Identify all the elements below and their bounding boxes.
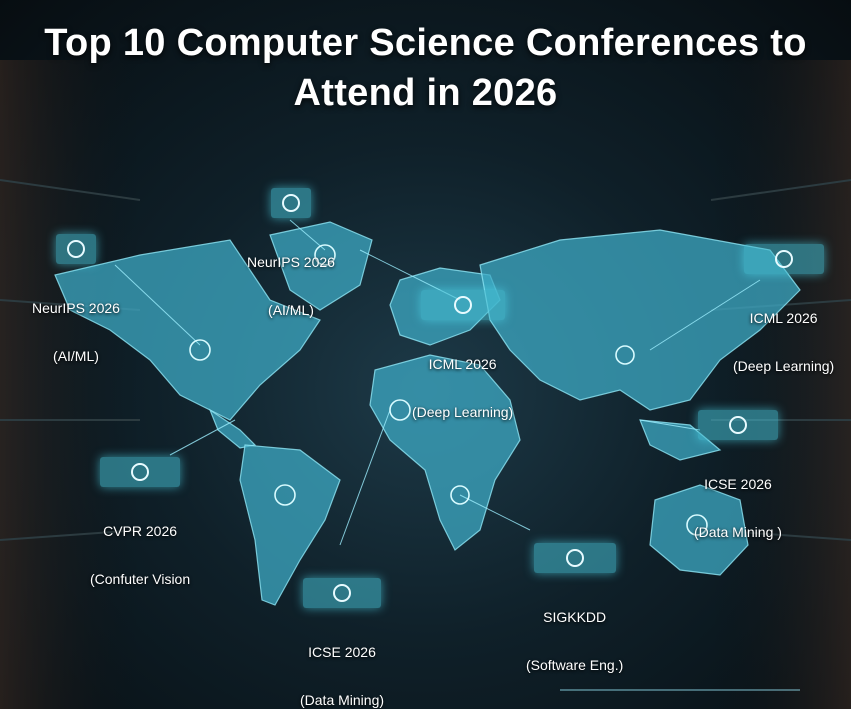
conference-name: NeurIPS 2026 [32, 300, 120, 316]
icon [303, 578, 382, 608]
asia [479, 229, 801, 411]
conference-label: NeurIPS 2026 (AI/ML) [247, 156, 335, 350]
conference-field: (Data Mining) [300, 692, 385, 708]
conference-name: ICSE 2026 [308, 644, 376, 660]
icon [533, 543, 616, 573]
conference-label: NeurIPS 2026 (AI/ML) [32, 202, 120, 396]
conference-field: (Confuter Vision [90, 571, 191, 587]
icon [420, 290, 505, 320]
conference-label: CVPR 2026 (Confuter Vision [90, 425, 190, 619]
icon [270, 188, 311, 218]
south-america [239, 444, 341, 606]
conference-field: (AI/ML) [53, 348, 99, 364]
conference-name: ICSE 2026 [704, 476, 772, 492]
conference-label: SIGKKDD (Software Eng.) [526, 511, 623, 705]
conference-label: ICSE 2026 (Data Mining) [300, 546, 384, 709]
conference-label: ICML 2026 (Deep Learning) [733, 212, 834, 406]
greenland [269, 221, 373, 311]
southeast-asia [639, 419, 722, 461]
conference-name: ICML 2026 [428, 356, 497, 372]
title: Top 10 Computer Science Conferences to A… [44, 22, 807, 114]
icon [697, 410, 778, 440]
conference-field: (AI/ML) [268, 302, 314, 318]
conference-name: SIGKKDD [543, 609, 607, 625]
conference-field: (Deep Learning) [412, 404, 514, 420]
conference-label: ICSE 2026 (Data Mining ) [694, 378, 782, 572]
connector-lines [114, 219, 800, 691]
conference-name: CVPR 2026 [103, 523, 178, 539]
conference-field: (Deep Learning) [733, 358, 835, 374]
conference-name: ICML 2026 [749, 310, 818, 326]
australia [649, 484, 749, 576]
bookshelves [0, 60, 851, 709]
icon [55, 234, 96, 264]
icon [743, 244, 824, 274]
conference-field: (Software Eng.) [526, 657, 624, 673]
conference-field: (Data Mining ) [694, 524, 782, 540]
north-america [54, 239, 321, 421]
conference-name: NeurIPS 2026 [247, 254, 335, 270]
conference-label: ICML 2026 (Deep Learning) [412, 258, 513, 452]
icon [100, 457, 181, 487]
map-nodes [189, 244, 708, 536]
